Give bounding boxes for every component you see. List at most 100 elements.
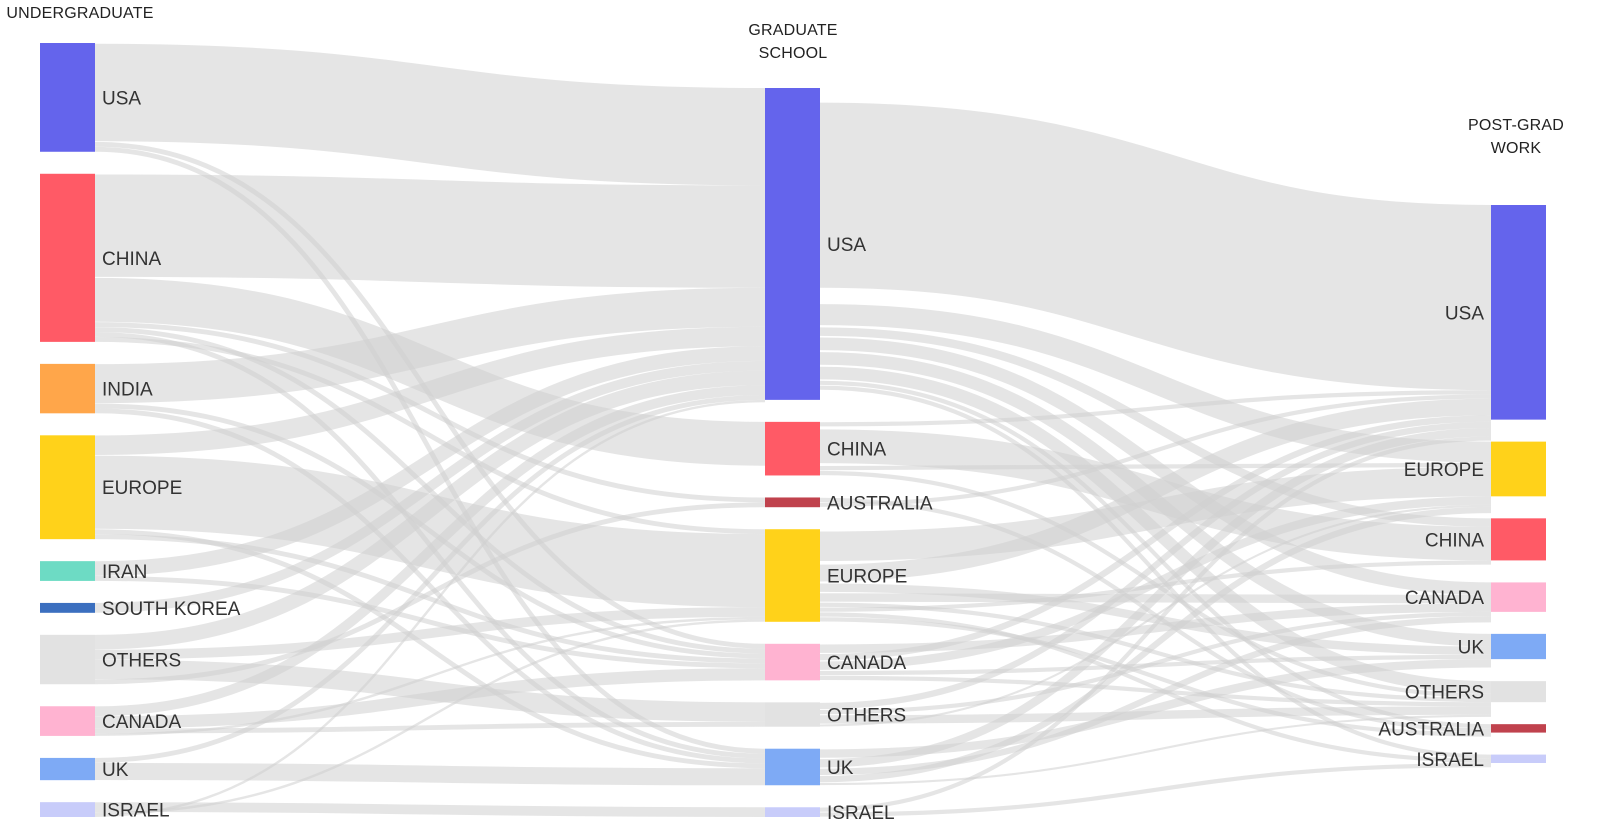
node-gs-others[interactable] <box>765 702 820 727</box>
label-ug-israel: ISRAEL <box>102 801 170 822</box>
label-pg-usa: USA <box>1445 303 1484 324</box>
label-ug-usa: USA <box>102 88 141 109</box>
column-title-gs-line-1: GRADUATE <box>748 22 837 39</box>
column-title-pg-line-1: POST-GRAD <box>1468 117 1564 134</box>
link-ug-china-to-gs-europe <box>94 336 766 535</box>
link-ug-canada-to-gs-canada <box>94 668 766 729</box>
label-ug-canada: CANADA <box>102 712 182 733</box>
column-title-pg-line-2: WORK <box>1491 140 1542 157</box>
node-gs-israel[interactable] <box>765 807 820 817</box>
node-ug-usa[interactable] <box>40 43 95 152</box>
label-pg-others: OTHERS <box>1405 683 1484 704</box>
link-ug-iran-to-gs-canada <box>94 576 766 669</box>
label-ug-iran: IRAN <box>102 562 147 583</box>
link-gs-usa-to-pg-australia <box>819 380 1492 729</box>
link-gs-europe-to-pg-uk <box>819 583 1492 655</box>
link-ug-canada-to-gs-others <box>94 721 766 734</box>
link-ug-israel-to-gs-usa <box>94 399 766 817</box>
node-gs-china[interactable] <box>765 421 820 476</box>
node-pg-others[interactable] <box>1491 681 1546 703</box>
node-ug-india[interactable] <box>40 363 95 414</box>
link-gs-usa-to-pg-usa <box>819 102 1492 391</box>
link-ug-israel-to-gs-israel <box>94 802 766 818</box>
node-gs-usa[interactable] <box>765 88 820 400</box>
label-gs-australia: AUSTRALIA <box>827 493 933 514</box>
link-ug-europe-to-gs-usa <box>94 326 766 455</box>
node-ug-iran[interactable] <box>40 561 95 581</box>
node-ug-south-korea[interactable] <box>40 602 95 613</box>
label-ug-others: OTHERS <box>102 651 181 672</box>
link-ug-canada-to-gs-usa <box>94 385 766 717</box>
label-gs-europe: EUROPE <box>827 567 907 588</box>
link-gs-canada-to-pg-europe <box>819 496 1492 670</box>
label-pg-europe: EUROPE <box>1404 460 1484 481</box>
link-ug-china-to-gs-usa <box>94 174 766 288</box>
link-ug-others-to-gs-europe <box>94 607 766 660</box>
link-ug-europe-to-gs-canada <box>94 534 766 664</box>
link-gs-uk-to-pg-europe <box>819 506 1492 783</box>
link-ug-india-to-gs-usa <box>94 287 766 404</box>
node-labels: USA CHINA INDIA EUROPE IRAN SOUTH KOREA OTHERS… <box>102 88 1484 824</box>
column-title-gs-line-2: SCHOOL <box>759 45 828 62</box>
link-gs-europe-to-pg-israel <box>819 612 1492 764</box>
node-ug-canada[interactable] <box>40 706 95 736</box>
link-gs-europe-to-pg-europe <box>819 466 1492 561</box>
column-title-ug-line-1: UNDERGRADUATE <box>6 5 153 22</box>
node-pg-australia[interactable] <box>1491 724 1546 733</box>
link-ug-canada-to-gs-europe <box>94 616 766 736</box>
link-ug-europe-to-gs-europe <box>94 455 766 608</box>
link-gs-others-to-pg-europe <box>819 504 1492 727</box>
label-pg-canada: CANADA <box>1405 588 1485 609</box>
label-gs-usa: USA <box>827 235 866 256</box>
node-ug-israel[interactable] <box>40 802 95 817</box>
node-pg-usa[interactable] <box>1491 205 1546 420</box>
link-ug-south-korea-to-gs-usa <box>94 360 766 613</box>
link-gs-others-to-pg-canada <box>819 611 1492 715</box>
label-gs-others: OTHERS <box>827 706 906 727</box>
link-gs-australia-to-pg-usa <box>819 394 1492 507</box>
link-ug-iran-to-gs-usa <box>94 346 766 576</box>
label-gs-israel: ISRAEL <box>827 803 895 824</box>
node-ug-others[interactable] <box>40 634 95 685</box>
link-ug-china-to-gs-australia <box>94 322 766 503</box>
label-ug-uk: UK <box>102 760 129 781</box>
link-ug-usa-to-gs-usa <box>94 43 766 186</box>
label-gs-china: CHINA <box>827 440 886 461</box>
link-gs-china-to-pg-usa <box>819 390 1492 427</box>
flow-links <box>94 43 1492 818</box>
link-gs-usa-to-pg-israel <box>819 385 1492 759</box>
label-pg-australia: AUSTRALIA <box>1378 719 1484 740</box>
node-pg-china[interactable] <box>1491 518 1546 561</box>
link-gs-uk-to-pg-usa <box>819 428 1492 768</box>
link-ug-uk-to-gs-uk <box>94 762 766 786</box>
link-gs-europe-to-pg-others <box>819 602 1492 703</box>
node-pg-canada[interactable] <box>1491 582 1546 612</box>
link-ug-china-to-gs-china <box>94 277 766 466</box>
node-gs-canada[interactable] <box>765 643 820 681</box>
node-ug-europe[interactable] <box>40 435 95 540</box>
label-ug-china: CHINA <box>102 249 161 270</box>
link-gs-europe-to-pg-usa <box>819 398 1492 582</box>
label-gs-canada: CANADA <box>827 653 907 674</box>
node-gs-europe[interactable] <box>765 529 820 622</box>
link-gs-usa-to-pg-europe <box>819 304 1492 463</box>
link-gs-others-to-pg-others <box>819 706 1492 724</box>
node-pg-uk[interactable] <box>1491 633 1546 660</box>
node-ug-china[interactable] <box>40 173 95 342</box>
link-gs-canada-to-pg-usa <box>819 415 1492 661</box>
label-gs-uk: UK <box>827 758 854 779</box>
link-gs-israel-to-pg-usa <box>819 436 1492 812</box>
node-ug-uk[interactable] <box>40 757 95 781</box>
link-gs-others-to-pg-usa <box>819 421 1492 710</box>
node-pg-israel[interactable] <box>1491 754 1546 763</box>
label-ug-europe: EUROPE <box>102 478 182 499</box>
label-ug-india: INDIA <box>102 380 153 401</box>
node-pg-europe[interactable] <box>1491 441 1546 497</box>
label-ug-south-korea: SOUTH KOREA <box>102 599 241 620</box>
link-ug-israel-to-gs-europe <box>94 619 766 815</box>
label-pg-israel: ISRAEL <box>1416 750 1484 771</box>
node-gs-uk[interactable] <box>765 748 820 786</box>
node-gs-australia[interactable] <box>765 497 820 508</box>
link-gs-china-to-pg-europe <box>819 462 1492 471</box>
